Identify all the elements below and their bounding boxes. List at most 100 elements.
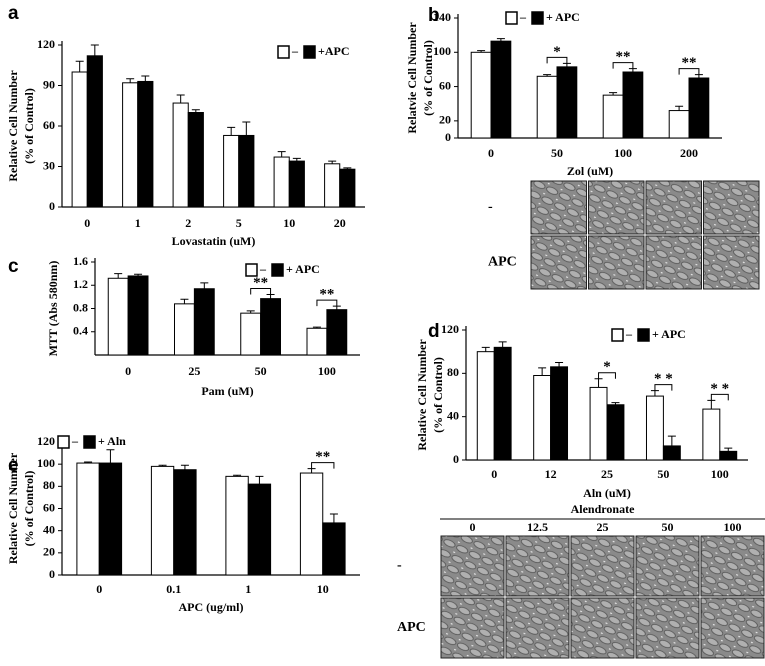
y-axis-label: Relative Cell Number — [6, 452, 20, 564]
panel-letter: b — [428, 5, 440, 26]
column-label: 0 — [470, 520, 476, 534]
x-axis-label: Aln (uM) — [583, 486, 631, 500]
significance-label: ** — [319, 287, 334, 303]
significance-bracket — [250, 288, 272, 295]
error-bar — [562, 62, 571, 67]
micrograph — [635, 597, 700, 659]
row-label: APC — [488, 255, 517, 270]
column-label: 50 — [662, 520, 674, 534]
significance-bracket — [678, 68, 700, 75]
y-axis-label: Relative Cell Number — [6, 70, 20, 182]
y-tick-label: 1.6 — [73, 254, 88, 268]
legend-swatch — [271, 263, 284, 277]
legend-swatch — [277, 45, 290, 59]
y-axis-label: (% of Control) — [22, 471, 36, 547]
error-bar — [176, 94, 185, 104]
legend-label: – — [519, 10, 527, 24]
x-axis-label: Lovastatin (uM) — [172, 234, 256, 248]
bar — [322, 522, 346, 576]
micrograph — [700, 535, 765, 597]
legend-swatch — [83, 435, 96, 449]
bar — [662, 445, 681, 461]
y-tick-label: 0 — [445, 130, 451, 144]
micrograph — [440, 597, 505, 659]
bar — [602, 94, 624, 139]
bar — [326, 309, 348, 356]
x-tick-label: 1 — [245, 582, 251, 596]
bar — [173, 469, 197, 576]
error-bar — [158, 464, 167, 467]
legend-swatch — [531, 11, 544, 25]
error-bar — [675, 105, 684, 111]
significance-label: * — [553, 44, 561, 60]
y-tick-label: 20 — [439, 113, 451, 127]
bar — [240, 312, 262, 356]
bar — [288, 160, 305, 208]
x-axis-label: Zol (uM) — [567, 164, 613, 178]
x-tick-label: 100 — [318, 364, 336, 378]
micrograph — [635, 535, 700, 597]
legend-label: – — [71, 434, 79, 448]
error-bar — [329, 513, 338, 523]
panel-letter: d — [428, 321, 440, 342]
bar — [150, 465, 175, 576]
significance-bracket — [710, 393, 729, 401]
error-bar — [555, 362, 564, 367]
y-tick-label: 100 — [433, 44, 451, 58]
bar — [339, 168, 356, 208]
legend-label: +APC — [318, 44, 350, 58]
row-label: - — [488, 200, 493, 215]
error-bar — [496, 38, 505, 42]
y-tick-label: 0.4 — [73, 324, 88, 338]
y-tick-label: 80 — [447, 365, 459, 379]
bar — [493, 346, 512, 461]
error-bar — [543, 74, 552, 77]
bar — [172, 102, 189, 208]
y-tick-label: 60 — [43, 500, 55, 514]
error-bar — [180, 464, 189, 470]
error-bar — [707, 399, 716, 410]
error-bar — [312, 326, 321, 329]
y-axis-label: Relatvie Cell Number — [405, 22, 419, 134]
bar — [127, 275, 149, 356]
x-tick-label: 0.1 — [166, 582, 181, 596]
error-bar — [227, 126, 236, 136]
x-tick-label: 12 — [545, 467, 557, 481]
x-tick-label: 0 — [125, 364, 131, 378]
error-bar — [233, 474, 242, 477]
panel-letter: e — [8, 455, 19, 476]
error-bar — [292, 157, 301, 162]
micrograph — [645, 180, 702, 235]
error-bar — [141, 75, 150, 82]
significance-bracket — [612, 62, 634, 69]
x-axis-label: APC (ug/ml) — [179, 600, 244, 614]
x-tick-label: 100 — [614, 146, 632, 160]
row-label: APC — [397, 620, 426, 635]
bar — [299, 472, 324, 576]
bar — [260, 298, 281, 356]
error-bar — [134, 273, 143, 276]
error-bar — [667, 435, 676, 446]
error-bar — [611, 402, 620, 405]
bar — [273, 156, 290, 208]
significance-label: ** — [315, 449, 330, 465]
bar — [122, 82, 139, 208]
bar — [223, 134, 240, 208]
bar — [589, 386, 608, 461]
x-tick-label: 10 — [317, 582, 329, 596]
x-tick-label: 10 — [283, 216, 295, 230]
legend-label: – — [259, 262, 267, 276]
y-axis-label: (% of Control) — [421, 40, 435, 116]
x-tick-label: 0 — [488, 146, 494, 160]
image-panel-title: Alendronate — [571, 502, 635, 516]
x-tick-label: 20 — [334, 216, 346, 230]
error-bar — [106, 449, 115, 464]
bar — [622, 71, 644, 139]
significance-bracket — [316, 299, 338, 307]
error-bar — [343, 167, 352, 170]
y-tick-label: 30 — [43, 158, 55, 172]
bar — [86, 55, 103, 208]
bar — [71, 71, 88, 208]
column-label: 25 — [597, 520, 609, 534]
legend-swatch — [245, 263, 258, 277]
